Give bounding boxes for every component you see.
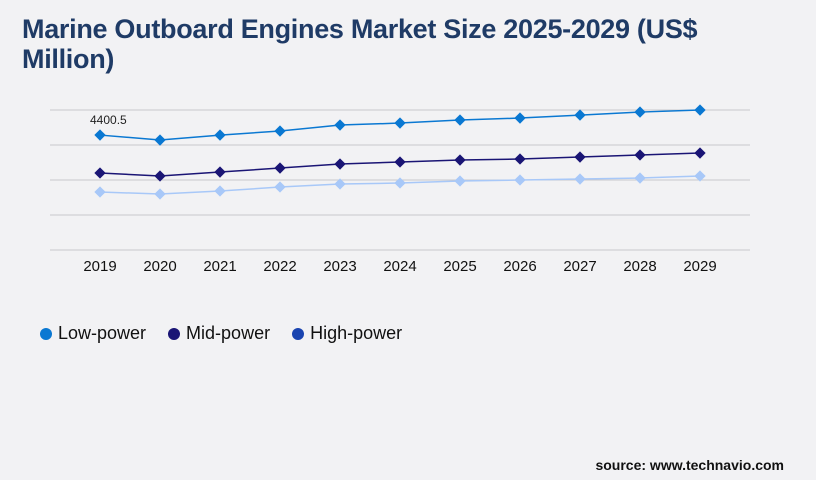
data-point <box>514 112 526 124</box>
x-tick-label: 2019 <box>83 258 116 275</box>
data-point <box>694 104 706 116</box>
data-point <box>634 149 646 161</box>
data-point <box>94 186 106 198</box>
data-point <box>694 170 706 182</box>
data-point <box>394 177 406 189</box>
legend-marker-icon <box>292 327 305 340</box>
data-point <box>274 181 286 193</box>
data-point <box>574 173 586 185</box>
data-point <box>514 153 526 165</box>
source-text: source: www.technavio.com <box>595 457 784 473</box>
data-point <box>394 156 406 168</box>
legend-label: High-power <box>310 323 403 343</box>
x-tick-label: 2024 <box>383 258 416 275</box>
data-point <box>214 185 226 197</box>
data-point <box>574 109 586 121</box>
legend-marker-icon <box>168 327 181 340</box>
data-point <box>94 129 106 141</box>
x-tick-label: 2021 <box>203 258 236 275</box>
x-tick-label: 2025 <box>443 258 476 275</box>
legend: Low-power Mid-power High-power <box>40 323 402 344</box>
data-point <box>154 170 166 182</box>
data-point <box>274 162 286 174</box>
x-tick-label: 2028 <box>623 258 656 275</box>
data-point <box>274 125 286 137</box>
data-point <box>154 134 166 146</box>
legend-label: Mid-power <box>186 323 271 343</box>
data-point <box>94 167 106 179</box>
data-point <box>634 106 646 118</box>
data-point <box>634 172 646 184</box>
legend-label: Low-power <box>58 323 147 343</box>
x-tick-label: 2027 <box>563 258 596 275</box>
legend-item: Mid-power <box>168 323 270 344</box>
legend-item: Low-power <box>40 323 146 344</box>
data-point <box>694 147 706 159</box>
data-point <box>334 119 346 131</box>
data-point <box>334 158 346 170</box>
x-tick-label: 2026 <box>503 258 536 275</box>
x-tick-label: 2023 <box>323 258 356 275</box>
data-point <box>454 154 466 166</box>
x-tick-label: 2029 <box>683 258 716 275</box>
data-label: 4400.5 <box>90 113 127 127</box>
data-point <box>214 129 226 141</box>
x-tick-label: 2020 <box>143 258 176 275</box>
data-point <box>334 178 346 190</box>
data-point <box>154 188 166 200</box>
legend-marker-icon <box>40 327 52 340</box>
x-tick-label: 2022 <box>263 258 296 275</box>
chart-title: Marine Outboard Engines Market Size 2025… <box>22 14 698 74</box>
data-point <box>454 175 466 187</box>
legend-item: High-power <box>292 323 402 344</box>
data-point <box>514 174 526 186</box>
data-point <box>214 166 226 178</box>
data-point <box>574 151 586 163</box>
data-point <box>454 114 466 126</box>
data-point <box>394 117 406 129</box>
